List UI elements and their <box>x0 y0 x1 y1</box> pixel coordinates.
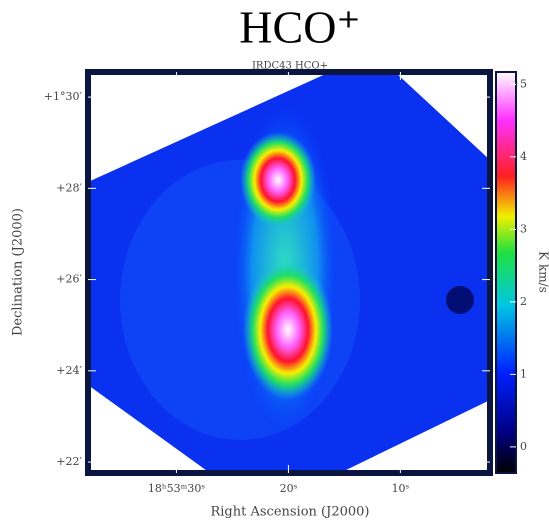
map-dark <box>446 286 474 314</box>
colorbar-tick-label: 1 <box>520 367 527 380</box>
colorbar-label: K km/s <box>537 251 549 293</box>
map-core <box>240 132 316 228</box>
colorbar-tick-label: 4 <box>520 150 527 163</box>
y-tick-label: +28′ <box>56 181 82 194</box>
colorbar-tick-label: 0 <box>520 440 527 453</box>
x-axis-label: Right Ascension (J2000) <box>210 505 369 520</box>
title: HCO⁺ <box>239 2 360 53</box>
y-tick-label: +26′ <box>56 273 82 286</box>
map <box>88 72 490 473</box>
map-core <box>243 260 333 400</box>
y-axis-label: Declination (J2000) <box>11 208 26 336</box>
y-tick-label: +24′ <box>56 364 82 377</box>
colorbar <box>496 72 516 473</box>
colorbar-tick-label: 3 <box>520 222 527 235</box>
figure: HCO⁺ IRDC43 HCO+ Right Ascension (J2000)… <box>0 0 549 524</box>
y-tick-label: +1°30′ <box>44 90 83 103</box>
x-tick-label: 10ˢ <box>392 482 410 495</box>
y-tick-label: +22′ <box>56 455 82 468</box>
x-tick-label: 18ʰ53ᵐ30ˢ <box>148 482 205 495</box>
colorbar-tick-label: 2 <box>520 295 527 308</box>
x-tick-label: 20ˢ <box>280 482 298 495</box>
colorbar-tick-label: 5 <box>520 77 527 90</box>
